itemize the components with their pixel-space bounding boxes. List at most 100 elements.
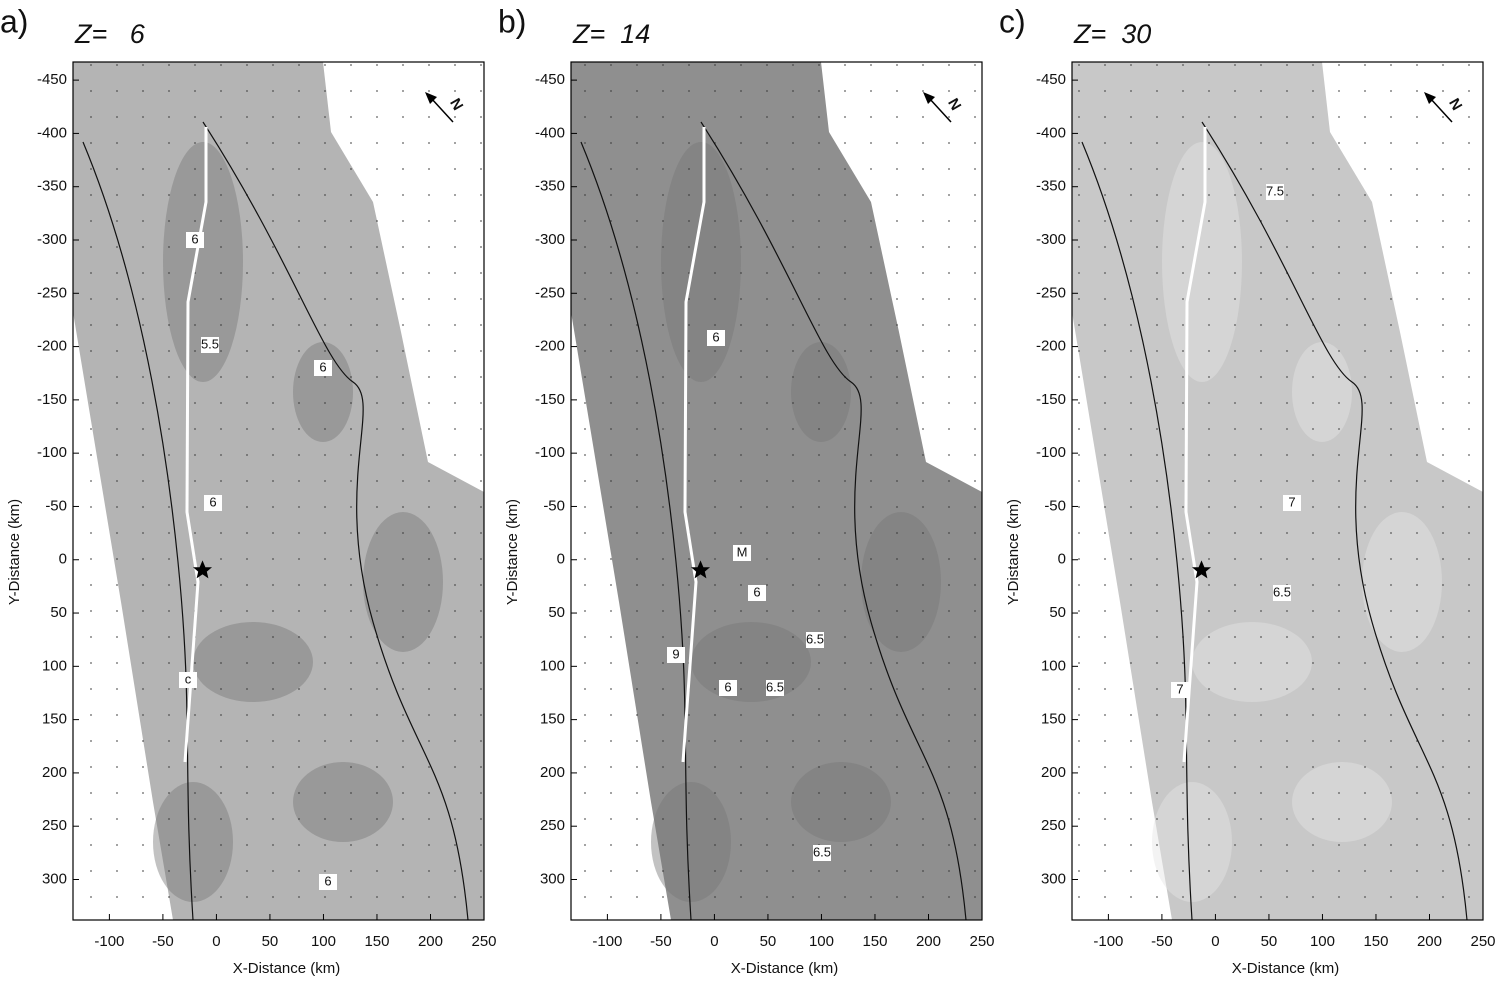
- y-tick-label: -100: [1036, 444, 1066, 461]
- coastline: [1081, 121, 1468, 921]
- y-tick-label: -50: [1044, 497, 1066, 514]
- y-tick-label: 100: [540, 657, 565, 674]
- contour-label-box: [748, 585, 766, 601]
- y-tick-label: 250: [1041, 817, 1066, 834]
- fault-trace: [183, 127, 208, 763]
- grid-dots: [73, 62, 484, 920]
- x-tick-label: 200: [916, 933, 941, 950]
- contour-label: 6: [191, 231, 198, 246]
- north-arrow-head: [923, 92, 935, 104]
- coastline: [580, 121, 967, 921]
- x-axis-label: X-Distance (km): [1232, 960, 1340, 977]
- epicenter-star: [691, 560, 711, 579]
- x-tick-label: 0: [710, 933, 718, 950]
- contour-label: 6.5: [766, 679, 784, 694]
- contour-label-box: [719, 680, 737, 696]
- y-tick-label: -400: [1036, 124, 1066, 141]
- y-axis-label: Y-Distance (km): [504, 499, 521, 605]
- y-tick-label: -50: [543, 497, 565, 514]
- contour-label-box: [179, 672, 197, 688]
- x-tick-label: 100: [311, 933, 336, 950]
- epicenter-star: [1192, 560, 1212, 579]
- x-tick-label: 0: [212, 933, 220, 950]
- fault-trace: [681, 127, 706, 763]
- y-tick-label: -350: [535, 178, 565, 195]
- contour-label: 6: [724, 679, 731, 694]
- y-tick-label: 300: [540, 870, 565, 887]
- y-tick-label: -300: [535, 231, 565, 248]
- y-tick-label: 200: [42, 764, 67, 781]
- y-tick-label: -50: [45, 497, 67, 514]
- y-tick-label: -100: [535, 444, 565, 461]
- contour-label: 7: [1288, 494, 1295, 509]
- y-tick-label: -450: [535, 71, 565, 88]
- contour-label-box: [1283, 495, 1301, 511]
- panel-label: b): [498, 3, 526, 39]
- contour-label-box: [204, 495, 222, 511]
- x-tick-label: 100: [809, 933, 834, 950]
- x-tick-label: 0: [1211, 933, 1219, 950]
- x-tick-label: 250: [471, 933, 496, 950]
- panel-label: a): [0, 3, 28, 39]
- north-arrow-head: [425, 92, 437, 104]
- epicenter-star: [193, 560, 213, 579]
- contour-label: 6.5: [1273, 584, 1291, 599]
- y-tick-label: 0: [59, 551, 67, 568]
- x-tick-label: 200: [418, 933, 443, 950]
- x-tick-label: 250: [969, 933, 994, 950]
- y-tick-label: 150: [42, 711, 67, 728]
- y-tick-label: -200: [1036, 338, 1066, 355]
- y-tick-label: -400: [37, 124, 67, 141]
- contour-label: 6: [324, 873, 331, 888]
- panel-title: Z= 14: [572, 19, 650, 49]
- y-tick-label: -150: [37, 391, 67, 408]
- x-tick-label: -100: [592, 933, 622, 950]
- contour-label-box: [733, 545, 751, 561]
- y-tick-label: 150: [540, 711, 565, 728]
- y-axis-label: Y-Distance (km): [6, 499, 23, 605]
- x-tick-label: 50: [1261, 933, 1278, 950]
- y-tick-label: 50: [50, 604, 67, 621]
- y-tick-label: -450: [1036, 71, 1066, 88]
- contour-label-box: [201, 337, 219, 353]
- y-tick-label: -250: [37, 284, 67, 301]
- x-tick-label: -50: [650, 933, 672, 950]
- y-tick-label: 300: [42, 870, 67, 887]
- y-tick-label: 200: [1041, 764, 1066, 781]
- map-panel: N7.576.57-100 -50 0 50 100 150 200 250-450-400-…: [999, 3, 1496, 977]
- y-tick-label: 50: [1049, 604, 1066, 621]
- y-tick-label: -400: [535, 124, 565, 141]
- panel-label: c): [999, 3, 1026, 39]
- north-arrow-head: [1424, 92, 1436, 104]
- contour-label: 6.5: [813, 844, 831, 859]
- y-tick-label: 50: [548, 604, 565, 621]
- x-tick-label: 150: [1363, 933, 1388, 950]
- contour-label: c: [185, 671, 192, 686]
- y-tick-label: 100: [1041, 657, 1066, 674]
- contour-label-box: [314, 360, 332, 376]
- y-tick-label: -250: [535, 284, 565, 301]
- plot-frame: [570, 61, 983, 921]
- y-tick-label: -200: [535, 338, 565, 355]
- x-tick-label: 150: [862, 933, 887, 950]
- contour-label: 7: [1176, 681, 1183, 696]
- y-tick-label: 0: [557, 551, 565, 568]
- contour-label-box: [707, 330, 725, 346]
- contour-label-box: [1266, 184, 1284, 200]
- x-axis-label: X-Distance (km): [731, 960, 839, 977]
- x-axis-label: X-Distance (km): [233, 960, 341, 977]
- plot-frame: [72, 61, 485, 921]
- y-tick-label: -250: [1036, 284, 1066, 301]
- contour-label: 6.5: [806, 631, 824, 646]
- grid-dots: [571, 62, 982, 920]
- panel-title: Z= 6: [74, 19, 146, 49]
- y-tick-label: 300: [1041, 870, 1066, 887]
- x-tick-label: 200: [1417, 933, 1442, 950]
- y-tick-label: 250: [540, 817, 565, 834]
- x-tick-label: 150: [364, 933, 389, 950]
- contour-label-box: [319, 874, 337, 890]
- contour-label: 5.5: [201, 336, 219, 351]
- y-tick-label: 0: [1058, 551, 1066, 568]
- y-tick-label: -350: [37, 178, 67, 195]
